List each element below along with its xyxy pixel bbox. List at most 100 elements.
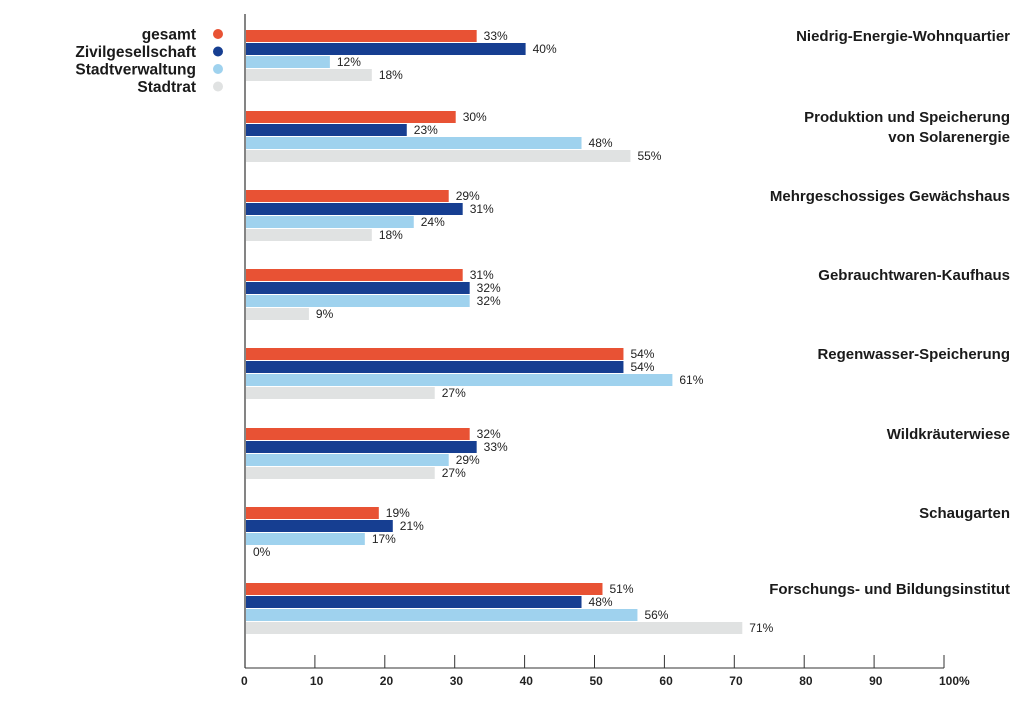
bars: 33%40%12%18%30%23%48%55%29%31%24%18%31%3… — [246, 29, 774, 635]
x-tick-label-2: 20 — [380, 674, 394, 688]
bar-5-0 — [246, 428, 470, 440]
bar-7-2 — [246, 609, 638, 621]
x-tick-label-1: 10 — [310, 674, 324, 688]
legend-label-2: Stadtverwaltung — [75, 62, 196, 79]
legend-label-1: Zivilgesellschaft — [75, 44, 196, 61]
value-label-7-1: 48% — [589, 595, 613, 609]
bar-group-0: 33% 40% 12% 18% — [246, 29, 557, 82]
bar-1-1 — [246, 124, 407, 136]
value-label-0-2: 12% — [337, 55, 361, 69]
x-tick-label-0: 0 — [241, 674, 248, 688]
bar-2-3 — [246, 229, 372, 241]
legend-label-0: gesamt — [142, 27, 196, 44]
bar-2-0 — [246, 190, 449, 202]
bar-7-3 — [246, 622, 743, 634]
value-label-5-0: 32% — [477, 427, 501, 441]
value-label-1-2: 48% — [589, 136, 613, 150]
bar-3-2 — [246, 295, 470, 307]
value-label-3-2: 32% — [477, 294, 501, 308]
category-label-7: Forschungs- und Bildungsinstitut — [769, 581, 1010, 598]
legend-swatch-2 — [213, 64, 223, 74]
bar-group-5: 32%33% 29%27% — [246, 427, 508, 480]
value-label-6-0: 19% — [386, 506, 410, 520]
x-tick-label-9: 90 — [869, 674, 883, 688]
bar-group-1: 30% 23% 48% 55% — [246, 110, 662, 163]
bar-group-4: 54%54% 61% 27% — [246, 347, 704, 400]
x-tick-label-5: 50 — [590, 674, 604, 688]
bar-7-0 — [246, 583, 603, 595]
x-tick-label-8: 80 — [799, 674, 813, 688]
bar-4-1 — [246, 361, 624, 373]
category-label-2: Mehrgeschossiges Gewächshaus — [770, 188, 1010, 205]
bar-group-7: 51%48% 56% 71% — [246, 582, 774, 635]
bar-2-2 — [246, 216, 414, 228]
bar-6-2 — [246, 533, 365, 545]
value-label-6-3: 0% — [253, 545, 271, 559]
x-tick-label-7: 70 — [729, 674, 743, 688]
bar-group-3: 31%32%32%9% — [246, 268, 501, 321]
value-label-3-3: 9% — [316, 307, 334, 321]
bar-0-3 — [246, 69, 372, 81]
legend: gesamtZivilgesellschaftStadtverwaltungSt… — [75, 27, 223, 96]
x-tick-label-4: 40 — [520, 674, 534, 688]
bar-1-3 — [246, 150, 631, 162]
value-label-7-2: 56% — [644, 608, 668, 622]
value-label-2-0: 29% — [456, 189, 480, 203]
legend-label-3: Stadtrat — [137, 79, 196, 96]
value-label-2-1: 31% — [470, 202, 494, 216]
value-label-4-3: 27% — [442, 386, 466, 400]
value-label-3-0: 31% — [470, 268, 494, 282]
x-tick-label-6: 60 — [659, 674, 673, 688]
bar-4-2 — [246, 374, 673, 386]
category-label-0: Niedrig-Energie-Wohnquartier — [796, 28, 1010, 45]
x-tick-label-10: 100% — [939, 674, 970, 688]
value-label-1-1: 23% — [414, 123, 438, 137]
bar-group-6: 19%21% 17% 0% — [246, 506, 424, 559]
category-label-1: Produktion und Speicherung von Solarenerg… — [804, 109, 1010, 146]
value-label-1-0: 30% — [463, 110, 487, 124]
value-label-5-3: 27% — [442, 466, 466, 480]
value-label-2-3: 18% — [379, 228, 403, 242]
value-label-4-0: 54% — [630, 347, 654, 361]
bar-4-0 — [246, 348, 624, 360]
bar-5-3 — [246, 467, 435, 479]
bar-7-1 — [246, 596, 582, 608]
bar-0-1 — [246, 43, 526, 55]
category-label-3: Gebrauchtwaren-Kaufhaus — [818, 267, 1010, 284]
bar-3-1 — [246, 282, 470, 294]
bar-group-2: 29%31% 24% 18% — [246, 189, 494, 242]
value-label-0-1: 40% — [533, 42, 557, 56]
legend-swatch-1 — [213, 46, 223, 57]
bar-4-3 — [246, 387, 435, 399]
bar-2-1 — [246, 203, 463, 215]
value-label-0-0: 33% — [484, 29, 508, 43]
bar-6-0 — [246, 507, 379, 519]
value-label-7-3: 71% — [749, 621, 773, 635]
bar-3-3 — [246, 308, 309, 320]
value-label-1-3: 55% — [637, 149, 661, 163]
category-label-5: Wildkräuterwiese — [887, 426, 1010, 443]
bar-1-2 — [246, 137, 582, 149]
value-label-3-1: 32% — [477, 281, 501, 295]
bar-6-1 — [246, 520, 393, 532]
bar-0-0 — [246, 30, 477, 42]
value-label-2-2: 24% — [421, 215, 445, 229]
value-label-6-2: 17% — [372, 532, 396, 546]
value-label-5-2: 29% — [456, 453, 480, 467]
value-label-6-1: 21% — [400, 519, 424, 533]
category-label-6: Schaugarten — [919, 505, 1010, 522]
x-axis: 0 10 20 30 40 50 60 70 80 90 100% — [241, 14, 970, 688]
value-label-5-1: 33% — [484, 440, 508, 454]
legend-swatch-0 — [213, 29, 223, 39]
x-tick-label-3: 30 — [450, 674, 464, 688]
value-label-7-0: 51% — [609, 582, 633, 596]
bar-0-2 — [246, 56, 330, 68]
category-label-4: Regenwasser-Speicherung — [817, 346, 1010, 363]
legend-swatch-3 — [213, 81, 223, 92]
bar-1-0 — [246, 111, 456, 123]
bar-5-1 — [246, 441, 477, 453]
value-label-4-2: 61% — [679, 373, 703, 387]
value-label-4-1: 54% — [630, 360, 654, 374]
category-labels: Niedrig-Energie-Wohnquartier Produktion u… — [769, 28, 1010, 598]
